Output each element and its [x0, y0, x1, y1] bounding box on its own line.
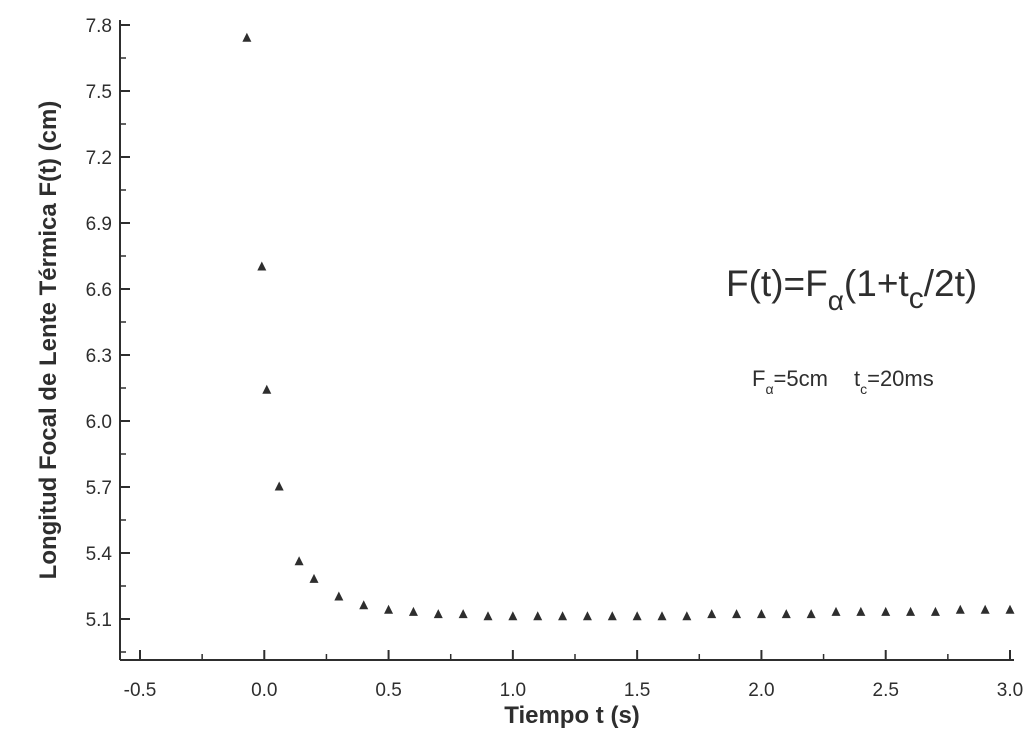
- data-point-triangle: [294, 556, 304, 566]
- y-tick-label: 5.7: [86, 478, 112, 499]
- data-point-triangle: [881, 606, 891, 616]
- data-point-triangle: [483, 611, 493, 621]
- data-point-triangle: [433, 609, 443, 619]
- data-point-triangle: [831, 606, 841, 616]
- x-tick-label: 0.5: [375, 680, 401, 701]
- param-t-sub: c: [860, 381, 867, 397]
- data-point-triangle: [856, 606, 866, 616]
- y-tick-label: 6.6: [86, 280, 112, 301]
- data-point-triangle: [1005, 604, 1015, 614]
- y-tick-label: 6.9: [86, 214, 112, 235]
- data-point-triangle: [359, 600, 369, 610]
- x-tick-label: 2.0: [748, 680, 774, 701]
- data-point-triangle: [930, 606, 940, 616]
- y-tick-label: 6.0: [86, 412, 112, 433]
- formula-paren-open: (1+t: [844, 263, 910, 304]
- param-f-value: =5cm: [774, 366, 828, 391]
- param-f-label: F: [752, 366, 765, 391]
- y-tick-label: 5.1: [86, 610, 112, 631]
- formula-main: F(t)=F: [726, 263, 828, 304]
- data-point-triangle: [732, 609, 742, 619]
- y-axis-title: Longitud Focal de Lente Térmica F(t) (cm…: [35, 101, 62, 580]
- data-points: [242, 32, 1015, 621]
- data-point-triangle: [707, 609, 717, 619]
- x-tick-label: 1.5: [624, 680, 650, 701]
- data-point-triangle: [955, 604, 965, 614]
- formula-tail: /2t): [924, 263, 977, 304]
- y-tick-label: 6.3: [86, 346, 112, 367]
- data-point-triangle: [309, 573, 319, 583]
- data-point-triangle: [607, 611, 617, 621]
- data-point-triangle: [242, 32, 252, 42]
- param-t-label: t: [854, 366, 860, 391]
- data-point-triangle: [682, 611, 692, 621]
- ticks: 5.1 5.4 5.7 6.0 6.3 6.6 6.9 7.2 7.5 7.8 -0.5 0.0 0.5…: [86, 16, 1024, 701]
- y-tick-label: 7.8: [86, 16, 112, 37]
- data-point-triangle: [632, 611, 642, 621]
- x-tick-label: 2.5: [873, 680, 899, 701]
- formula-sub-alpha: α: [828, 285, 844, 316]
- data-point-triangle: [980, 604, 990, 614]
- data-point-triangle: [458, 609, 468, 619]
- data-point-triangle: [384, 604, 394, 614]
- y-tick-label: 5.4: [86, 544, 113, 565]
- data-point-triangle: [558, 611, 568, 621]
- data-point-triangle: [334, 591, 344, 601]
- x-tick-label: -0.5: [124, 680, 157, 701]
- data-point-triangle: [274, 481, 284, 491]
- y-tick-label: 7.5: [86, 82, 112, 103]
- data-point-triangle: [533, 611, 543, 621]
- y-tick-label: 7.2: [86, 148, 112, 169]
- data-point-triangle: [657, 611, 667, 621]
- formula-annotation: F(t)=Fα(1+tc/2t): [726, 263, 977, 316]
- data-point-triangle: [806, 609, 816, 619]
- data-point-triangle: [508, 611, 518, 621]
- x-axis-title: Tiempo t (s): [504, 702, 640, 729]
- data-point-triangle: [257, 261, 267, 271]
- data-point-triangle: [906, 606, 916, 616]
- param-f-sub: α: [765, 381, 773, 397]
- data-point-triangle: [408, 606, 418, 616]
- formula-sub-c: c: [909, 282, 924, 315]
- x-tick-label: 0.0: [251, 680, 277, 701]
- data-point-triangle: [582, 611, 592, 621]
- param-t-value: =20ms: [867, 366, 934, 391]
- data-point-triangle: [262, 384, 272, 394]
- data-point-triangle: [781, 609, 791, 619]
- data-point-triangle: [756, 609, 766, 619]
- x-tick-label: 3.0: [997, 680, 1023, 701]
- axes: [119, 20, 1014, 661]
- x-tick-label: 1.0: [500, 680, 526, 701]
- parameter-annotation: Fα=5cm tc=20ms: [752, 366, 934, 397]
